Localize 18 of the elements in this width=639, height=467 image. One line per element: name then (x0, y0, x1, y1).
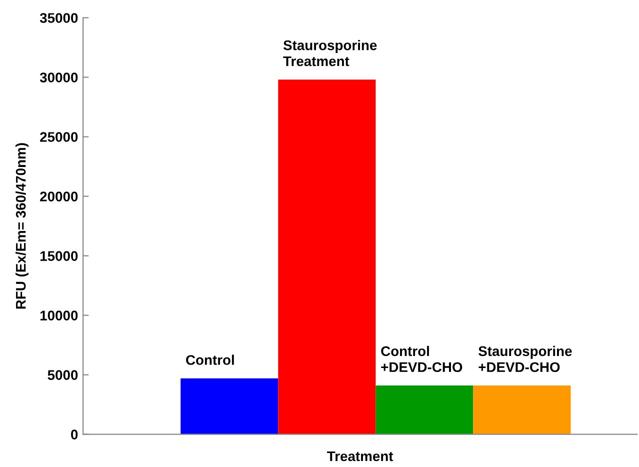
y-tick-label: 0 (71, 430, 78, 440)
y-tick-label: 5000 (48, 370, 78, 380)
x-tick-label: Control +DEVD-CHO (381, 346, 462, 372)
y-tick-label: 10000 (40, 310, 78, 320)
y-axis-title: RFU (Ex/Em= 360/470nm) (16, 143, 28, 309)
bar (180, 378, 278, 434)
x-tick-label: Control (186, 354, 234, 365)
y-tick-label: 25000 (40, 132, 78, 142)
bar (278, 80, 376, 434)
x-tick-label: Staurosporine +DEVD-CHO (478, 346, 572, 372)
y-tick-label: 20000 (40, 192, 78, 202)
x-axis-title: Treatment (327, 451, 394, 462)
y-tick-label: 15000 (40, 251, 78, 261)
bar (473, 386, 571, 434)
y-tick-label: 30000 (40, 72, 78, 82)
bar (376, 386, 474, 434)
y-tick-label: 35000 (40, 13, 78, 23)
x-tick-label: Staurosporine Treatment (283, 40, 377, 66)
